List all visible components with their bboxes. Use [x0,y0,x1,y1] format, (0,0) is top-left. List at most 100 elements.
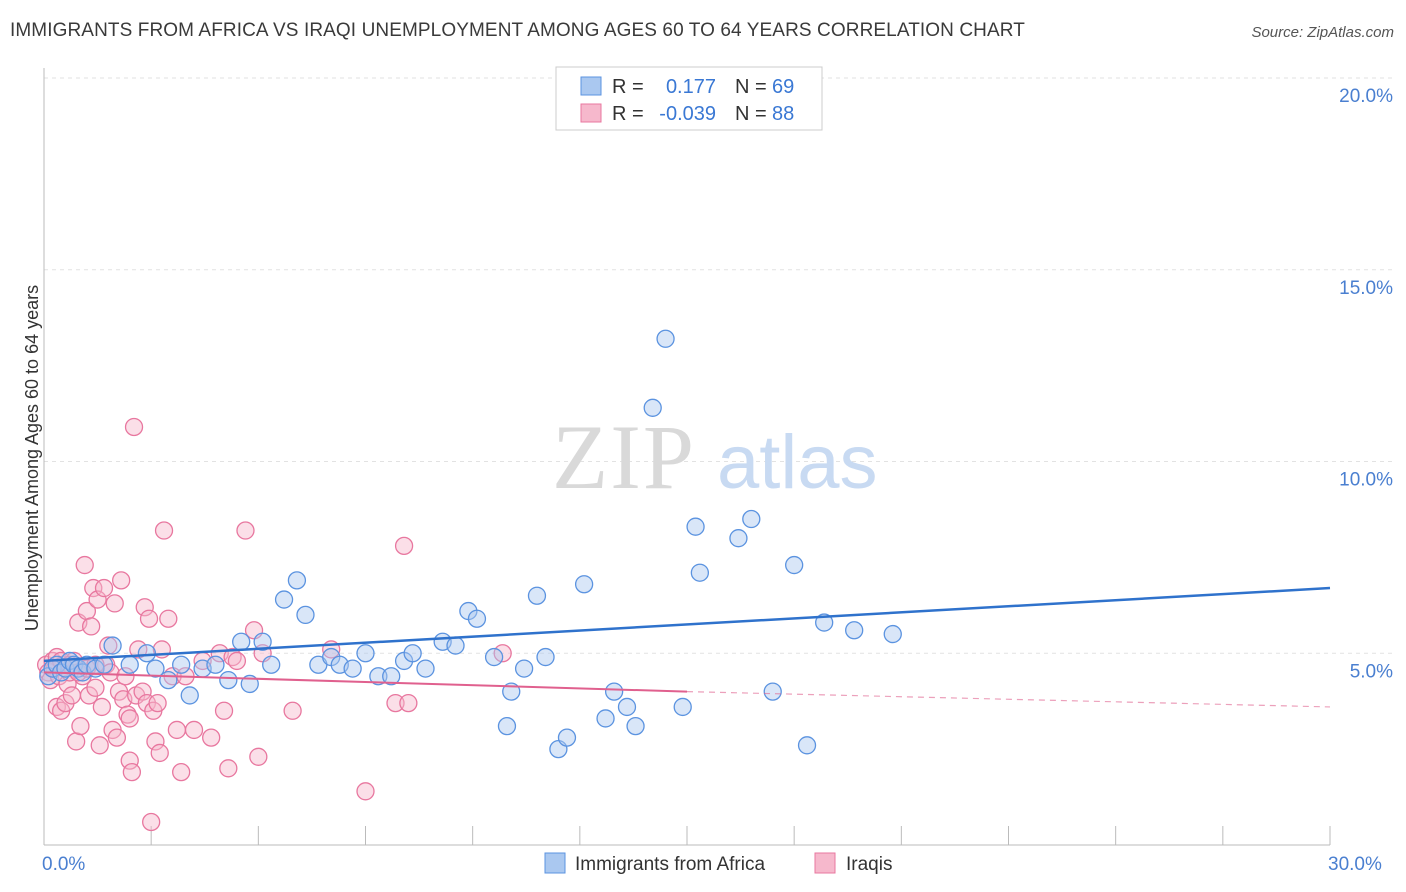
africa-point-52 [596,709,615,728]
legend-n-label-1: N = [735,76,767,98]
iraqis-point-19 [75,555,94,575]
africa-point-17 [172,655,191,674]
legend-swatch-iraqis [580,103,602,123]
africa-point-24 [253,632,272,651]
gridlines [44,77,1392,654]
iraqis-point-55 [150,743,169,763]
iraqis-point-34 [105,594,124,613]
y-tick-labels: 5.0% 10.0% 15.0% 20.0% [1339,86,1393,682]
watermark-zip: ZIP [552,406,696,508]
africa-point-15 [146,659,165,678]
bottom-legend: Immigrants from Africa Iraqis [544,852,892,875]
legend-swatch-africa [580,76,602,96]
chart-title: IMMIGRANTS FROM AFRICA VS IRAQI UNEMPLOY… [10,20,1025,41]
africa-point-44 [497,716,517,736]
africa-point-46 [514,659,534,678]
y-tick-label-15: 15.0% [1339,278,1393,299]
africa-point-61 [729,529,748,548]
y-axis-label: Unemployment Among Ages 60 to 64 years [22,285,42,631]
africa-point-50 [557,728,577,747]
x-ticks [43,826,1331,845]
iraqis-point-50 [139,609,159,628]
iraqis-point-44 [124,417,144,437]
iraqis-point-81 [493,644,512,663]
africa-trend-line [43,586,1331,663]
africa-point-32 [343,659,362,678]
bottom-legend-swatch-iraqis [814,852,836,874]
legend-r-label-1: R = [612,76,644,98]
y-tick-label-5: 5.0% [1350,661,1393,682]
africa-point-12 [103,636,122,655]
iraqis-point-61 [172,762,191,782]
africa-point-21 [219,670,238,690]
africa-point-42 [467,609,487,628]
iraqis-point-15 [67,732,86,751]
iraqis-point-57 [154,521,174,540]
trend-lines [43,586,1331,708]
africa-point-67 [845,621,864,640]
iraqis-point-27 [90,736,109,755]
iraqis-point-24 [84,578,103,598]
iraqis-trend-line [43,671,688,693]
iraqis-point-31 [99,636,118,655]
legend-box: R = 0.177 N = 69 R = -0.039 N = 88 [555,66,823,131]
legend-n-label-2: N = [735,103,767,125]
africa-point-64 [785,555,804,575]
iraqis-point-79 [394,536,414,556]
y-tick-label-10: 10.0% [1339,470,1393,491]
iraqis-point-71 [236,521,255,540]
africa-point-59 [686,517,705,536]
africa-point-37 [403,644,422,663]
iraqis-point-53 [146,732,165,751]
iraqis-point-48 [135,598,154,617]
iraqis-point-68 [219,759,238,778]
legend-r-label-2: R = [612,103,644,125]
africa-point-25 [262,655,281,674]
legend-n-value-2: 88 [772,103,794,125]
iraqis-point-63 [184,720,204,740]
iraqis-point-46 [129,640,148,659]
iraqis-point-28 [92,697,112,717]
africa-point-34 [369,667,388,686]
watermark: ZIP atlas [552,406,878,508]
africa-point-33 [356,644,375,663]
iraqis-point-80 [399,693,418,713]
africa-point-60 [690,563,710,582]
iraqis-point-41 [120,751,139,770]
iraqis-point-29 [94,578,114,598]
africa-point-66 [815,613,834,632]
iraqis-point-47 [133,682,152,701]
africa-point-48 [536,647,555,667]
iraqis-point-78 [386,693,405,713]
africa-point-65 [797,736,817,755]
africa-point-58 [673,697,692,717]
legend-r-value-1: 0.177 [666,76,716,98]
series-africa-points [39,329,902,759]
iraqis-point-35 [107,728,127,747]
x-tick-label-min: 0.0% [42,854,85,875]
iraqis-point-75 [283,701,302,720]
iraqis-point-26 [88,590,107,609]
bottom-legend-iraqis: Iraqis [846,854,892,875]
africa-point-13 [120,655,139,674]
iraqis-point-25 [86,678,105,697]
africa-point-35 [382,667,401,686]
africa-point-18 [180,686,199,705]
africa-point-27 [287,571,307,590]
iraqis-point-60 [167,720,187,740]
iraqis-point-37 [112,571,131,590]
iraqis-point-70 [227,651,247,671]
iraqis-point-51 [142,812,161,832]
bottom-legend-africa: Immigrants from Africa [575,854,765,875]
africa-point-40 [446,636,465,655]
iraqis-point-73 [249,747,268,766]
series-iraqis-points [36,417,512,832]
x-tick-label-max: 30.0% [1328,854,1382,875]
legend-n-value-1: 69 [772,76,794,98]
africa-point-22 [232,632,251,651]
africa-point-26 [274,590,294,609]
iraqis-point-77 [356,782,375,801]
africa-point-38 [416,659,435,678]
africa-point-51 [574,575,594,594]
